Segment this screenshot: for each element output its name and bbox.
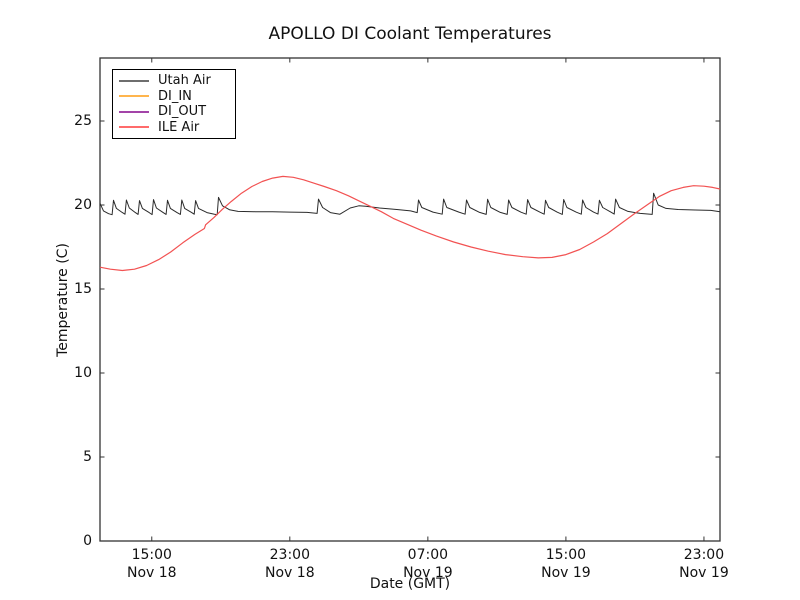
x-tick-date: Nov 19 [403, 565, 453, 581]
x-tick-time: 23:00 [683, 547, 725, 563]
legend-line-sample [119, 110, 149, 113]
legend-item-label: ILE Air [158, 119, 200, 135]
plot-frame [99, 57, 721, 542]
x-tick-date: Nov 19 [541, 565, 591, 581]
y-tick-label: 25 [74, 113, 92, 129]
x-tick-time: 07:00 [407, 547, 449, 563]
x-tick-date: Nov 18 [126, 565, 177, 581]
legend-item: Utah Air [119, 73, 229, 88]
legend-item: ILE Air [119, 120, 229, 135]
x-tick-time: 23:00 [269, 547, 310, 563]
x-tick-date: Nov 19 [679, 565, 729, 581]
x-tick-time: 15:00 [131, 547, 172, 563]
x-tick-label: 15:00 Nov 18 [107, 546, 197, 582]
legend-line-sample [119, 79, 149, 82]
legend-item-label: DI_IN [158, 88, 192, 104]
x-tick-label: 15:00 Nov 19 [521, 546, 611, 582]
y-tick-label: 15 [74, 281, 92, 297]
series-line-utah-air [99, 192, 721, 216]
legend-line-sample [119, 126, 149, 129]
legend-item: DI_IN [119, 89, 229, 104]
y-axis-label: Temperature (C) [55, 243, 71, 357]
x-tick-label: 23:00 Nov 18 [245, 546, 335, 582]
legend-line-sample [119, 95, 149, 98]
x-tick-date: Nov 18 [265, 565, 315, 581]
x-tick-time: 15:00 [545, 547, 587, 563]
chart-title: APOLLO DI Coolant Temperatures [268, 24, 552, 44]
y-tick-label: 0 [83, 533, 92, 549]
legend-item: DI_OUT [119, 104, 229, 119]
y-tick-label: 20 [74, 197, 92, 213]
x-axis-label: Date (GMT) [369, 576, 451, 592]
legend-item-label: Utah Air [158, 73, 211, 89]
x-tick-label: 23:00 Nov 19 [659, 546, 749, 582]
legend-item-label: DI_OUT [158, 104, 207, 120]
y-tick-label: 10 [74, 365, 92, 381]
series-line-ile-air [99, 175, 721, 272]
y-tick-label: 5 [83, 449, 92, 465]
legend: Utah Air DI_IN DI_OUT ILE Air [112, 69, 236, 139]
x-tick-label: 07:00 Nov 19 [383, 546, 473, 582]
